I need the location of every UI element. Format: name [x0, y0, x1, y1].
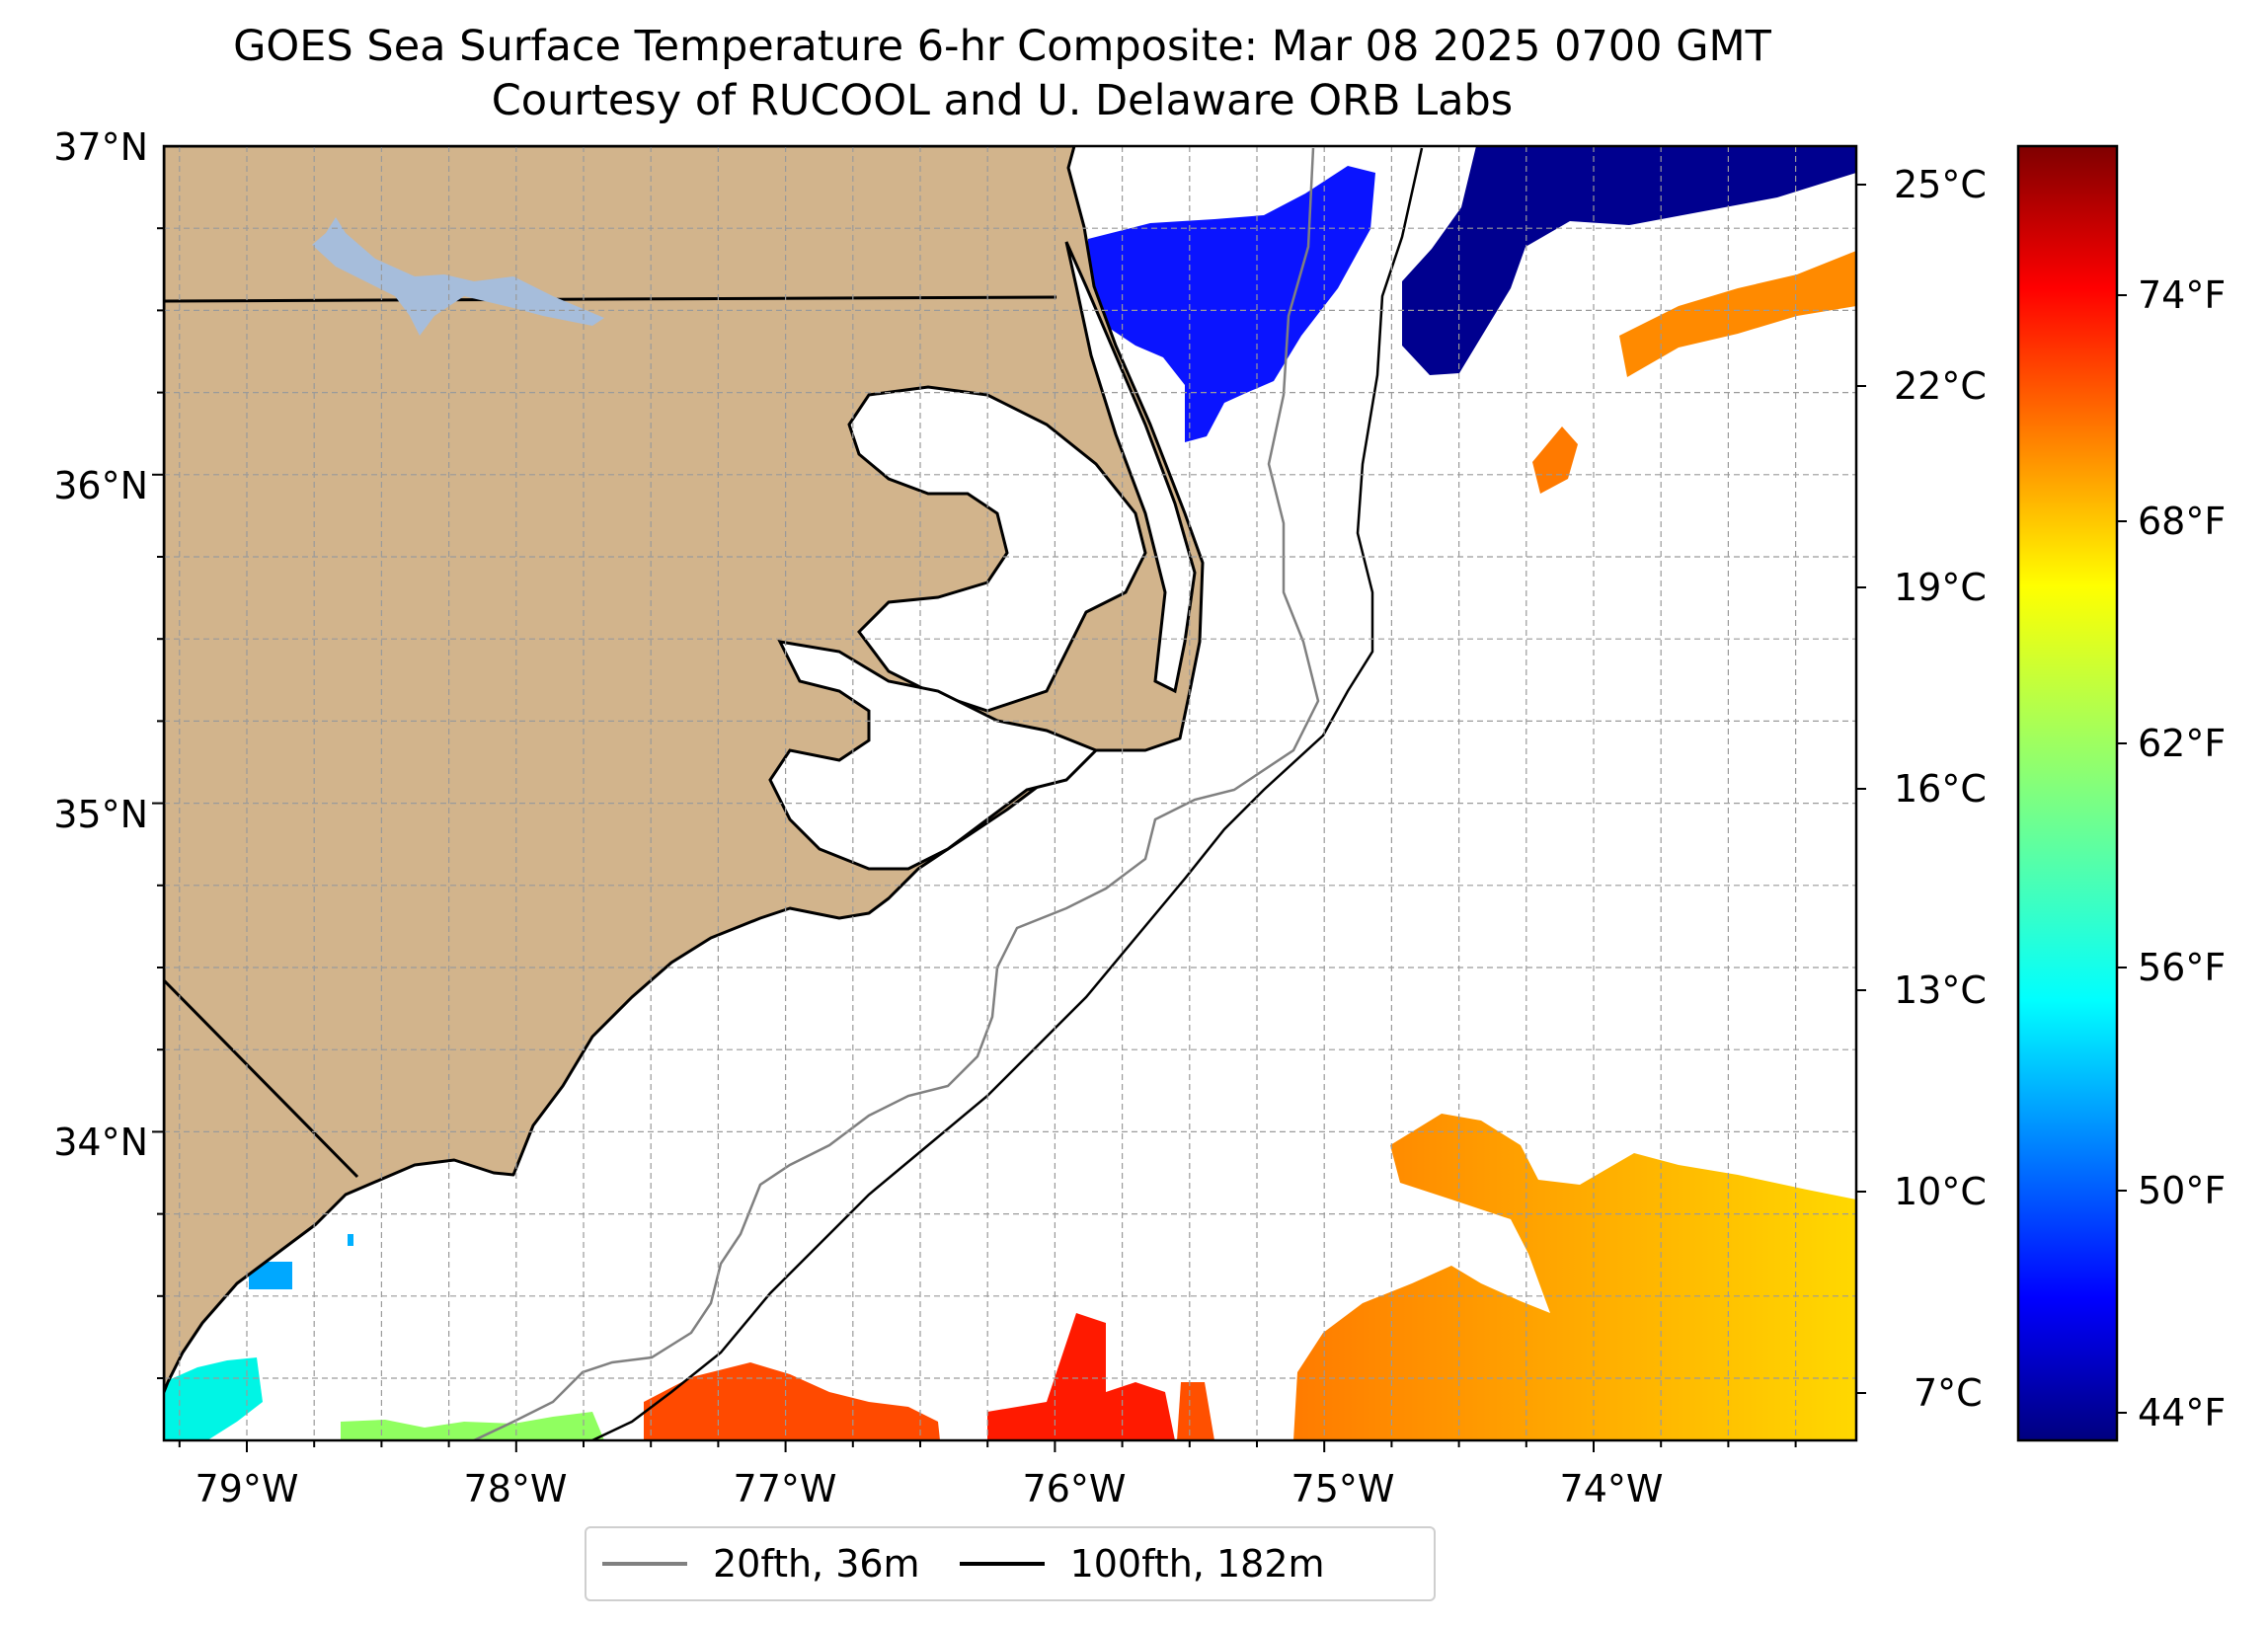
chart-title: GOES Sea Surface Temperature 6-hr Compos…: [233, 22, 1771, 71]
fahrenheit-label-50: 50°F: [2138, 1169, 2226, 1212]
lon-label-77: 77°W: [734, 1467, 837, 1510]
celsius-label-7: 7°C: [1914, 1371, 1983, 1415]
chart-subtitle: Courtesy of RUCOOL and U. Delaware ORB L…: [491, 76, 1514, 125]
legend-item-20fth: 20fth, 36m: [587, 1542, 920, 1586]
map-area: [164, 146, 1856, 1440]
grid-lines: [164, 146, 1856, 1440]
fahrenheit-label-56: 56°F: [2138, 946, 2226, 989]
lon-label-75: 75°W: [1291, 1467, 1395, 1510]
colorbar-gradient: [2016, 144, 2119, 1442]
lon-label-76: 76°W: [1023, 1467, 1127, 1510]
legend: 20fth, 36m 100fth, 182m: [585, 1526, 1436, 1601]
sst-orange-patch: [1177, 1382, 1214, 1440]
sst-cold-patch-northeast: [1402, 146, 1856, 375]
axis-ticks: [152, 227, 1797, 1452]
sst-warm-southeast: [1293, 1114, 1856, 1440]
fahrenheit-label-62: 62°F: [2138, 722, 2226, 765]
legend-label-100fth: 100fth, 182m: [1069, 1542, 1325, 1586]
legend-item-100fth: 100fth, 182m: [944, 1542, 1325, 1586]
sst-red-patch-mid: [987, 1313, 1175, 1440]
fahrenheit-label-74: 74°F: [2138, 273, 2226, 317]
sound-pamlico: [768, 640, 1099, 871]
celsius-label-10: 10°C: [1894, 1170, 1987, 1213]
celsius-label-22: 22°C: [1894, 364, 1987, 408]
sst-blue-speck: [348, 1234, 353, 1246]
celsius-label-19: 19°C: [1894, 566, 1987, 609]
fahrenheit-label-44: 44°F: [2138, 1391, 2226, 1434]
lon-label-78: 78°W: [464, 1467, 568, 1510]
lake: [312, 217, 604, 336]
sst-data-layer: [164, 146, 1856, 1440]
celsius-label-25: 25°C: [1894, 163, 1987, 206]
lat-label-35: 35°N: [53, 793, 148, 836]
legend-line-gray: [602, 1562, 687, 1566]
lat-label-34: 34°N: [53, 1121, 148, 1164]
lat-label-37: 37°N: [53, 125, 148, 169]
celsius-label-16: 16°C: [1894, 767, 1987, 811]
celsius-label-13: 13°C: [1894, 968, 1987, 1012]
state-border-sc: [164, 978, 359, 1179]
sst-green-patch: [341, 1412, 604, 1440]
isobath-20fth: [473, 147, 1320, 1440]
lat-label-36: 36°N: [53, 464, 148, 507]
legend-line-black: [959, 1562, 1045, 1566]
lon-label-79: 79°W: [196, 1467, 299, 1510]
sst-warm-blob: [1532, 426, 1578, 494]
sound-back-bay: [1064, 241, 1197, 694]
sst-warm-streak-northeast: [1619, 251, 1856, 377]
sound-albemarle: [847, 385, 1147, 713]
map-frame: [162, 144, 1858, 1442]
state-border: [164, 295, 1057, 303]
legend-label-20fth: 20fth, 36m: [713, 1542, 920, 1586]
isobath-100fth: [591, 147, 1424, 1440]
lon-label-74: 74°W: [1560, 1467, 1664, 1510]
sst-cold-patch-north: [1088, 166, 1375, 442]
fahrenheit-label-68: 68°F: [2138, 500, 2226, 543]
